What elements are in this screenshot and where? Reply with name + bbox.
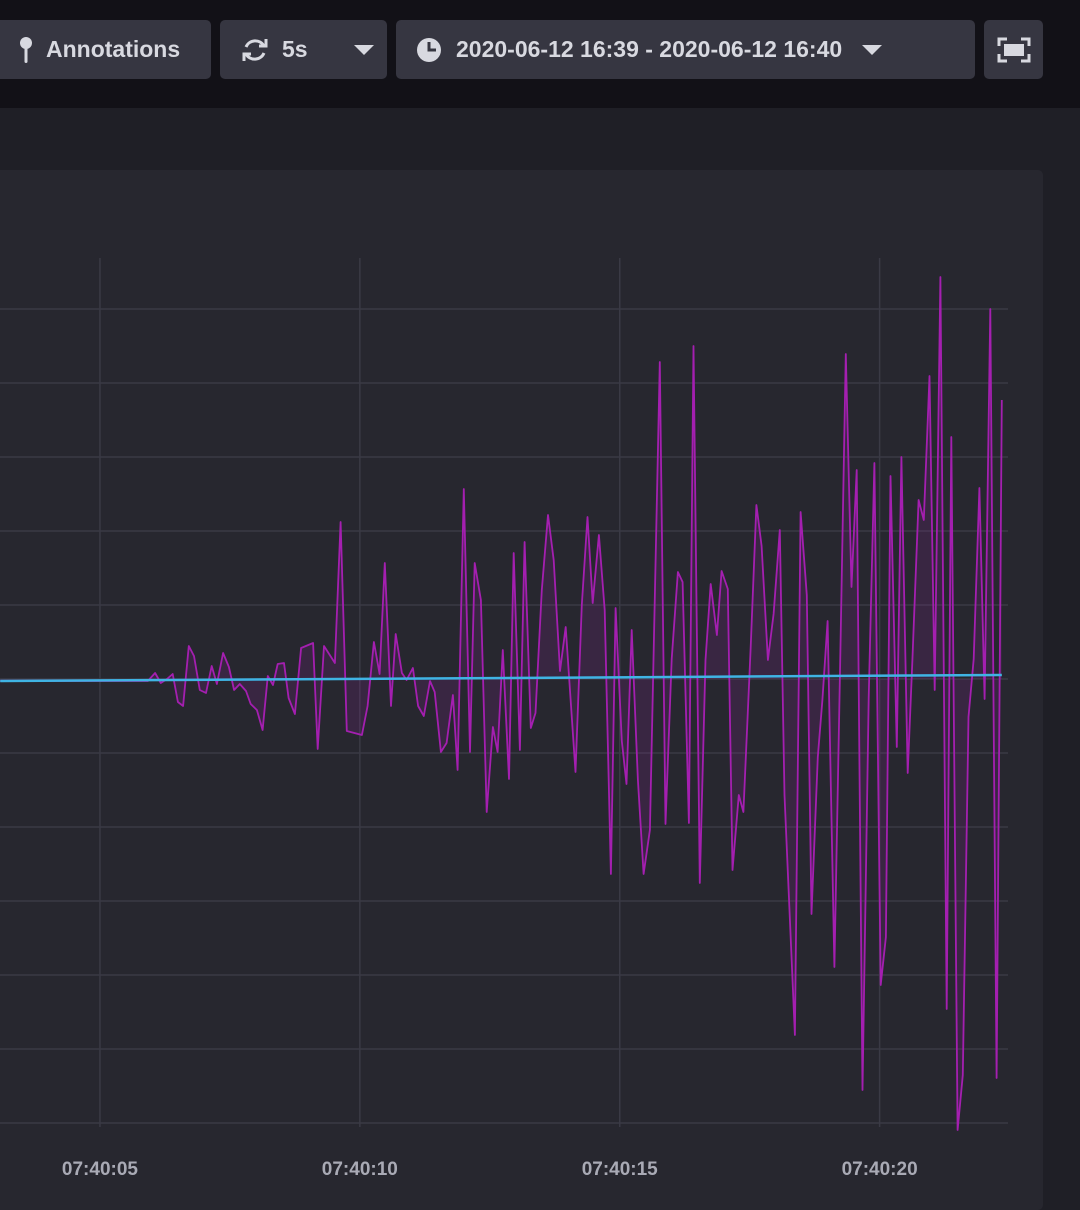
caret-icon (353, 44, 374, 55)
fullscreen-icon (997, 37, 1030, 62)
pin-icon (20, 36, 32, 63)
toolbar: Annotations 5s 2020-06-12 16:39 - 2020-0… (0, 0, 1080, 108)
clock-icon (417, 37, 441, 62)
x-tick-label: 07:40:20 (842, 1159, 918, 1180)
time-range-button[interactable]: 2020-06-12 16:39 - 2020-06-12 16:40 (396, 20, 975, 79)
series-line (0, 276, 1003, 1131)
x-tick-label: 07:40:10 (322, 1159, 398, 1180)
x-tick-label: 07:40:05 (62, 1159, 138, 1180)
refresh-icon (242, 38, 268, 61)
annotations-label: Annotations (46, 36, 181, 62)
refresh-button[interactable]: 5s (220, 20, 387, 79)
annotations-button[interactable]: Annotations (0, 20, 211, 79)
time-range: 2020-06-12 16:39 - 2020-06-12 16:40 (456, 36, 843, 62)
refresh-interval: 5s (282, 36, 308, 62)
caret-icon (862, 44, 883, 55)
series-line (0, 673, 1002, 683)
series-area (0, 277, 1002, 1130)
x-tick-label: 07:40:15 (582, 1159, 658, 1180)
fullscreen-button[interactable] (984, 20, 1043, 79)
